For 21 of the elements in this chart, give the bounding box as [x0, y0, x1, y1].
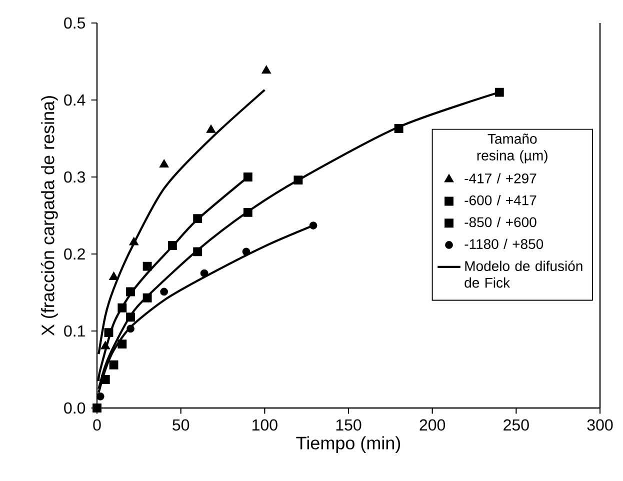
x-tick-label: 100 — [252, 419, 278, 431]
legend-label: -850 / +600 — [464, 216, 536, 228]
legend-title: Tamaño resina (µm) — [477, 134, 548, 164]
y-tick-label: 0.3 — [64, 171, 86, 183]
y-tick-label: 0.0 — [64, 402, 86, 414]
y-tick-label: 0.5 — [64, 17, 86, 29]
x-tick-label: 250 — [504, 419, 529, 431]
legend-label: -417 / +297 — [464, 173, 536, 184]
y-tick-label: 0.1 — [64, 325, 85, 337]
y-axis-title: X (fracción cargada de resina) — [40, 96, 58, 336]
y-tick-label: 0.4 — [64, 94, 86, 106]
x-tick-label: 50 — [172, 419, 190, 431]
x-tick-label: 150 — [336, 419, 362, 431]
x-tick-label: 0 — [93, 419, 101, 431]
x-tick-label: 200 — [420, 419, 446, 431]
legend-label: -1180 / +850 — [464, 238, 544, 250]
legend-label: Modelo de difusión de Fick — [464, 260, 582, 288]
x-axis-title: Tiempo (min) — [296, 436, 400, 454]
x-tick-label: 300 — [587, 419, 613, 431]
legend-label: -600 / +417 — [464, 194, 536, 206]
y-tick-label: 0.2 — [64, 248, 85, 260]
